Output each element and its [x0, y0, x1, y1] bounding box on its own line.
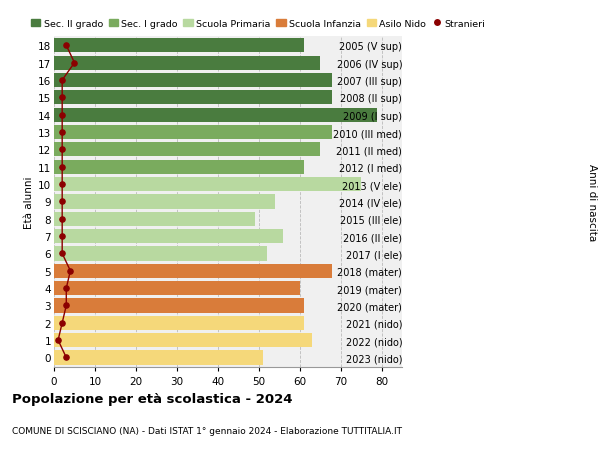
Bar [54, 351, 263, 365]
Point [61, 285, 71, 292]
Bar [54, 212, 254, 226]
Bar [54, 299, 304, 313]
Bar [54, 74, 332, 88]
Bar [54, 230, 283, 244]
Bar [54, 39, 304, 53]
Bar [54, 264, 332, 278]
Bar [54, 91, 332, 105]
Text: COMUNE DI SCISCIANO (NA) - Dati ISTAT 1° gennaio 2024 - Elaborazione TUTTITALIA.: COMUNE DI SCISCIANO (NA) - Dati ISTAT 1°… [12, 426, 402, 435]
Point [70, 60, 79, 67]
Bar [54, 316, 304, 330]
Bar [54, 160, 304, 174]
Bar [54, 56, 320, 71]
Bar [54, 195, 275, 209]
Point [58, 216, 67, 223]
Point [61, 43, 71, 50]
Point [58, 77, 67, 84]
Bar [54, 247, 267, 261]
Bar [54, 126, 332, 140]
Bar [54, 143, 320, 157]
Point [58, 146, 67, 154]
Point [61, 302, 71, 309]
Point [53, 337, 63, 344]
Point [58, 181, 67, 188]
Point [58, 319, 67, 327]
Point [58, 95, 67, 102]
Bar [54, 333, 312, 347]
Y-axis label: Età alunni: Età alunni [24, 176, 34, 228]
Text: Popolazione per età scolastica - 2024: Popolazione per età scolastica - 2024 [12, 392, 293, 405]
Bar [54, 281, 299, 296]
Point [58, 129, 67, 136]
Point [58, 250, 67, 257]
Point [61, 354, 71, 361]
Point [58, 164, 67, 171]
Bar [54, 108, 377, 123]
Point [58, 198, 67, 206]
Point [58, 233, 67, 240]
Text: Anni di nascita: Anni di nascita [587, 163, 597, 241]
Legend: Sec. II grado, Sec. I grado, Scuola Primaria, Scuola Infanzia, Asilo Nido, Stran: Sec. II grado, Sec. I grado, Scuola Prim… [31, 20, 485, 29]
Bar [54, 178, 361, 192]
Point [58, 112, 67, 119]
Point [65, 268, 75, 275]
